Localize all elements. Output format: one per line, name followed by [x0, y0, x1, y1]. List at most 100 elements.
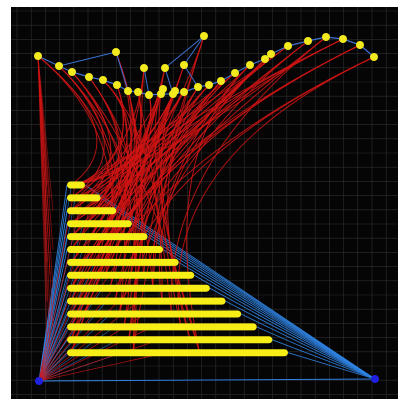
node	[261, 55, 269, 63]
fan-link	[162, 249, 376, 380]
fan-link	[38, 378, 376, 382]
fan-link	[38, 275, 68, 382]
grid	[11, 7, 398, 399]
top-edge	[58, 51, 117, 67]
fan-link	[272, 339, 376, 380]
fan-link	[38, 262, 96, 382]
bar	[67, 349, 288, 357]
fan-link	[178, 262, 376, 380]
bar	[67, 310, 242, 318]
fan-link	[147, 236, 376, 380]
node	[370, 53, 378, 61]
fan-link	[209, 287, 376, 380]
fan-link	[38, 339, 119, 382]
bar	[67, 323, 257, 331]
diagram-panel	[11, 7, 398, 399]
cross-link	[37, 55, 54, 211]
cross-link	[37, 55, 114, 276]
node	[68, 68, 76, 76]
left-anchor	[35, 377, 43, 385]
node	[356, 41, 364, 49]
fan-link	[287, 352, 376, 380]
top-edge	[183, 35, 205, 66]
cross-link	[86, 38, 344, 224]
cross-link	[70, 80, 222, 186]
fan-link	[38, 249, 92, 382]
bar	[67, 297, 226, 305]
node	[85, 73, 93, 81]
cross-link	[38, 262, 118, 382]
node	[134, 88, 142, 96]
cross-link	[140, 67, 145, 276]
fan-link	[38, 249, 68, 382]
bar	[67, 233, 148, 241]
cross-link	[38, 184, 76, 382]
cross-link	[70, 35, 205, 199]
cross-link	[38, 352, 167, 382]
cross-link	[123, 40, 309, 327]
fan-link	[194, 274, 376, 380]
node	[161, 64, 169, 72]
fan-link	[225, 300, 376, 380]
bar	[67, 284, 210, 292]
node	[322, 33, 330, 41]
cross-link	[114, 90, 176, 237]
bars	[67, 181, 288, 357]
cross-link	[38, 236, 104, 382]
top-edge	[183, 64, 199, 88]
node	[171, 87, 179, 95]
anchors	[35, 375, 379, 385]
node	[145, 91, 153, 99]
bar	[67, 207, 117, 215]
top-edge	[164, 35, 205, 69]
cross-link	[37, 55, 48, 340]
node	[267, 50, 275, 58]
bar	[67, 246, 164, 253]
node	[339, 35, 347, 43]
node	[124, 87, 132, 95]
cross-link	[100, 44, 361, 263]
node	[194, 83, 202, 91]
node	[180, 88, 188, 96]
node	[113, 81, 121, 89]
node	[217, 77, 225, 85]
top-nodes	[34, 32, 378, 99]
fan-link	[240, 313, 376, 380]
bar	[67, 194, 101, 202]
cross-link	[38, 197, 83, 382]
bar	[67, 271, 195, 279]
cross-link	[167, 84, 210, 340]
node	[284, 42, 292, 50]
cross-link	[170, 36, 327, 315]
node	[246, 61, 254, 69]
bar	[67, 258, 179, 266]
cross-link	[38, 339, 160, 382]
cross-link	[114, 93, 174, 302]
node	[34, 52, 42, 60]
fan-link	[256, 326, 376, 380]
network-diagram	[11, 7, 398, 399]
node	[180, 61, 188, 69]
node	[159, 85, 167, 93]
node	[205, 81, 213, 89]
right-anchor	[371, 375, 379, 383]
bar	[67, 220, 132, 228]
node	[304, 37, 312, 45]
cross-link	[77, 45, 289, 186]
bar	[67, 336, 273, 344]
node	[231, 69, 239, 77]
cross-link	[158, 53, 272, 302]
node	[200, 32, 208, 40]
cross-link	[76, 67, 145, 199]
cross-link	[37, 55, 54, 250]
cross-link	[109, 84, 128, 289]
cross-link	[177, 56, 375, 327]
bar	[67, 181, 85, 189]
node	[99, 76, 107, 84]
top-edge	[143, 67, 150, 96]
node	[55, 62, 63, 70]
cross-link	[37, 55, 51, 353]
cross-link	[37, 55, 54, 327]
top-edge	[115, 51, 129, 92]
node	[140, 64, 148, 72]
